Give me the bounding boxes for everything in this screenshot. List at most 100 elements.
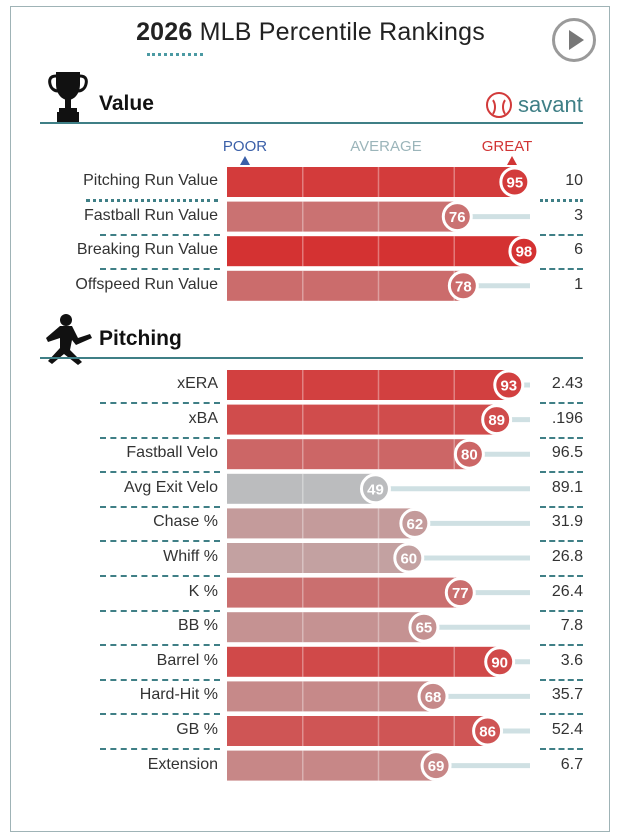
- baseball-icon: [486, 92, 512, 118]
- percentile-circle: [420, 750, 452, 782]
- row-separator: [540, 540, 583, 543]
- metric-label: BB %: [177, 617, 218, 635]
- scale-label-average: AVERAGE: [350, 138, 422, 155]
- scale-label-great: GREAT: [481, 138, 533, 155]
- play-icon[interactable]: [552, 18, 596, 62]
- row-separator: [100, 233, 220, 236]
- percentile-circle: [472, 715, 504, 747]
- percentile-circle: [481, 404, 513, 436]
- metric-value: 7.8: [560, 617, 583, 635]
- row-separator: [540, 199, 583, 202]
- row-separator: [540, 505, 583, 508]
- row-separator: [86, 199, 218, 202]
- percentile-label: 49: [367, 481, 384, 498]
- percentile-bar: [227, 439, 470, 470]
- trophy-icon: [48, 72, 88, 124]
- row-separator: [540, 471, 583, 474]
- percentile-circle: [484, 646, 516, 678]
- percentile-bar: [227, 508, 415, 539]
- percentile-label: 68: [425, 689, 442, 706]
- metric-value: 26.4: [551, 582, 583, 600]
- year-selector-underline[interactable]: [147, 53, 203, 56]
- row-separator: [100, 748, 220, 750]
- metric-value: 1: [574, 275, 583, 293]
- metric-value: 31.9: [551, 513, 583, 531]
- percentile-label: 62: [407, 516, 424, 533]
- metric-label: xERA: [177, 375, 218, 392]
- percentile-label: 77: [452, 585, 469, 602]
- percentile-circle: [499, 166, 531, 198]
- metric-label: Breaking Run Value: [76, 241, 218, 259]
- row-separator: [100, 575, 220, 577]
- percentile-bar: [227, 750, 437, 781]
- percentile-circle: [359, 473, 391, 505]
- row-separator: [540, 575, 583, 577]
- metric-label: Pitching Run Value: [83, 172, 218, 189]
- percentile-bar: [227, 236, 524, 267]
- metric-label: xBA: [188, 409, 218, 427]
- row-separator: [540, 644, 583, 647]
- row-separator: [100, 609, 220, 612]
- percentile-circle: [417, 680, 449, 712]
- metric-label: K %: [188, 582, 218, 600]
- percentile-label: 78: [455, 278, 472, 295]
- row-separator: [100, 713, 220, 716]
- row-separator: [100, 268, 220, 271]
- percentile-bar: [227, 270, 464, 301]
- percentile-circle: [441, 201, 473, 233]
- pitcher-icon: [46, 314, 92, 365]
- row-separator: [540, 678, 583, 681]
- percentile-circle: [408, 611, 440, 643]
- percentile-circle: [493, 369, 525, 401]
- percentile-label: 80: [461, 447, 478, 464]
- percentile-bar: [227, 201, 458, 232]
- percentile-bar: [227, 404, 497, 435]
- metric-label: Avg Exit Velo: [124, 478, 218, 496]
- title-text: MLB Percentile Rankings: [199, 18, 485, 46]
- metric-value: .196: [551, 409, 583, 427]
- percentile-label: 90: [491, 654, 508, 671]
- row-separator: [100, 678, 220, 681]
- row-separator: [100, 402, 220, 404]
- metric-label: Extension: [147, 755, 218, 773]
- brand-name: savant: [518, 92, 583, 117]
- metric-label: Fastball Velo: [126, 444, 218, 462]
- percentile-label: 89: [488, 412, 505, 429]
- percentile-label: 76: [449, 209, 466, 226]
- savant-logo[interactable]: savant: [486, 92, 583, 118]
- percentile-label: 95: [507, 175, 524, 192]
- percentile-bar: [227, 681, 434, 712]
- title-year: 2026: [136, 18, 193, 46]
- metric-value: 89.1: [551, 478, 583, 496]
- percentile-bar: [227, 577, 461, 608]
- percentile-label: 69: [428, 758, 445, 775]
- percentile-bar: [227, 167, 515, 197]
- row-separator: [540, 713, 583, 716]
- percentile-circle: [508, 235, 540, 267]
- percentile-circle: [399, 507, 431, 539]
- percentile-circle: [393, 542, 425, 574]
- metric-label: Fastball Run Value: [84, 206, 218, 224]
- percentile-bar: [227, 543, 409, 573]
- metric-label: Barrel %: [156, 651, 218, 669]
- metric-value: 6: [574, 241, 583, 259]
- row-separator: [540, 233, 583, 236]
- percentile-bar: [227, 370, 509, 400]
- metric-label: Whiff %: [163, 548, 218, 565]
- metric-value: 96.5: [551, 444, 583, 462]
- row-separator: [100, 436, 220, 439]
- scale-arrow-poor: [240, 156, 250, 165]
- metric-value: 35.7: [551, 686, 583, 704]
- row-separator: [100, 471, 220, 474]
- metric-value: 6.7: [560, 755, 583, 773]
- percentile-circle: [444, 577, 476, 609]
- row-separator: [100, 644, 220, 647]
- metric-value: 3: [574, 206, 583, 224]
- percentile-label: 65: [416, 620, 433, 637]
- row-separator: [540, 748, 583, 750]
- scale-arrow-great: [507, 156, 517, 165]
- percentile-label: 86: [479, 724, 496, 741]
- metric-value: 26.8: [551, 548, 583, 565]
- metric-value: 52.4: [551, 721, 583, 738]
